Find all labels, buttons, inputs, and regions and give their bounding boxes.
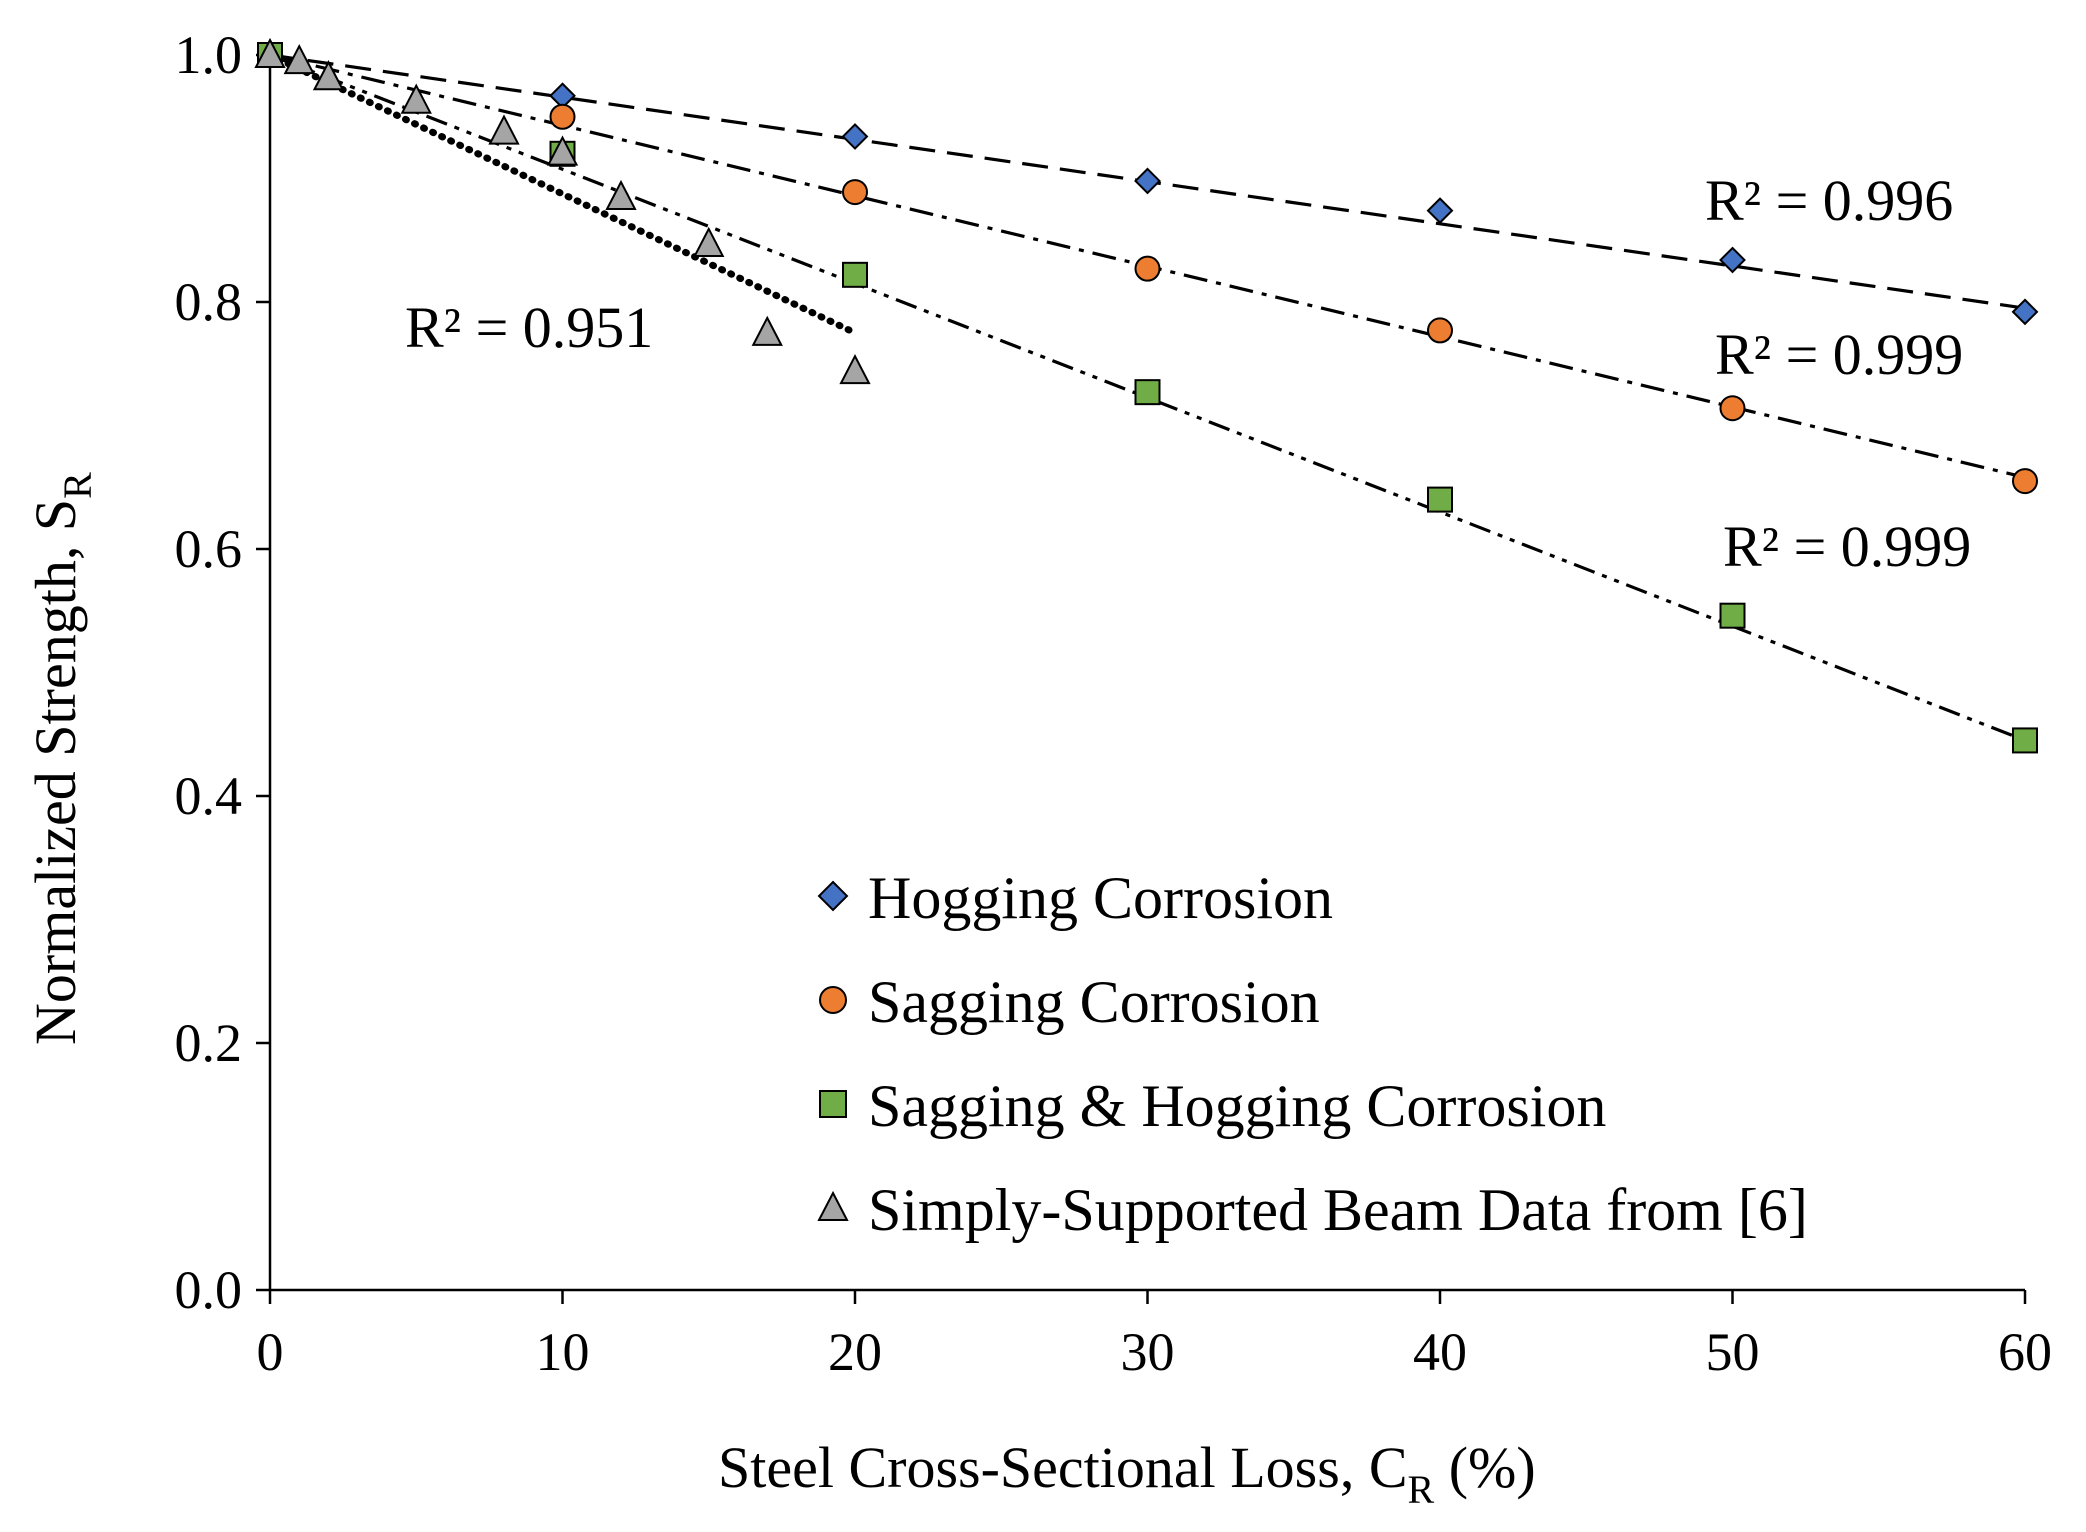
- y-axis-title-main: Normalized Strength, S: [23, 499, 88, 1045]
- r2-label-hogging: R² = 0.996: [1705, 168, 1953, 233]
- data-point-simply-supported: [400, 83, 432, 114]
- data-point-sagging-hogging: [1719, 602, 1746, 629]
- r2-label-sagging-hogging: R² = 0.999: [1723, 514, 1971, 579]
- data-point-simply-supported: [312, 60, 345, 91]
- data-point-hogging: [2011, 298, 2039, 326]
- r2-label-simply-supported: R² = 0.951: [405, 295, 653, 360]
- data-point-sagging-hogging: [1427, 486, 1453, 513]
- x-axis-title-subscript: R: [1408, 1467, 1435, 1512]
- x-tick-label: 30: [1121, 1322, 1175, 1382]
- x-tick-label: 40: [1413, 1322, 1467, 1382]
- y-tick-label: 0.0: [175, 1260, 243, 1320]
- x-tick-label: 60: [1998, 1322, 2052, 1382]
- y-tick-label: 0.8: [175, 272, 243, 332]
- legend-label-hogging: Hogging Corrosion: [868, 865, 1333, 931]
- data-point-sagging: [2012, 468, 2038, 495]
- data-point-simply-supported: [546, 135, 579, 166]
- y-axis-title: Normalized Strength, SR: [23, 472, 100, 1045]
- data-point-sagging: [1427, 317, 1453, 344]
- legend-label-simply-supported: Simply-Supported Beam Data from [6]: [868, 1177, 1808, 1243]
- x-tick-label: 50: [1706, 1322, 1760, 1382]
- legend-label-sagging: Sagging Corrosion: [868, 969, 1320, 1035]
- data-point-sagging: [549, 103, 576, 130]
- x-tick-label: 0: [257, 1322, 284, 1382]
- legend-marker-hogging: [817, 880, 849, 912]
- data-point-simply-supported: [693, 226, 725, 257]
- data-point-hogging: [841, 123, 869, 150]
- y-tick-label: 1.0: [175, 25, 243, 85]
- legend-marker-simply-supported: [817, 1190, 849, 1221]
- x-ticks: 0 10 20 30 40 50 60: [257, 1290, 2052, 1382]
- legend-marker-sagging: [819, 986, 847, 1014]
- data-point-sagging-hogging: [2012, 727, 2038, 754]
- y-ticks: 0.0 0.2 0.4 0.6 0.8 1.0: [175, 25, 270, 1320]
- x-axis-title: Steel Cross-Sectional Loss, CR (%): [718, 1435, 1536, 1512]
- legend-item-sagging: Sagging Corrosion: [819, 969, 1320, 1035]
- x-tick-label: 20: [828, 1322, 882, 1382]
- data-point-hogging: [1719, 246, 1746, 274]
- legend-label-sagging-hogging: Sagging & Hogging Corrosion: [868, 1073, 1606, 1139]
- data-point-simply-supported: [283, 44, 315, 75]
- y-tick-label: 0.6: [175, 519, 243, 579]
- data-point-hogging: [1426, 197, 1454, 225]
- legend-item-simply-supported: Simply-Supported Beam Data from [6]: [817, 1177, 1808, 1243]
- y-axis-title-subscript: R: [55, 472, 100, 499]
- r2-label-sagging: R² = 0.999: [1715, 322, 1963, 387]
- data-point-hogging: [1134, 167, 1161, 195]
- x-axis-title-main: Steel Cross-Sectional Loss, C: [718, 1435, 1408, 1500]
- data-point-sagging: [842, 179, 868, 206]
- data-markers: [254, 37, 2039, 754]
- data-point-simply-supported: [254, 37, 286, 68]
- legend: Hogging Corrosion Sagging Corrosion Sagg…: [817, 865, 1808, 1243]
- data-point-simply-supported: [605, 179, 637, 211]
- data-point-sagging: [1719, 395, 1746, 422]
- data-point-simply-supported: [751, 315, 783, 346]
- data-point-simply-supported: [839, 353, 871, 385]
- data-point-sagging-hogging: [842, 261, 868, 288]
- data-point-simply-supported: [488, 114, 520, 145]
- data-point-sagging-hogging: [1134, 379, 1161, 406]
- legend-marker-sagging-hogging: [819, 1090, 847, 1118]
- y-tick-label: 0.2: [175, 1013, 243, 1073]
- trendline-simply-supported: [266, 51, 859, 337]
- y-tick-label: 0.4: [175, 766, 243, 826]
- legend-item-hogging: Hogging Corrosion: [817, 865, 1333, 931]
- x-axis-title-suffix: (%): [1434, 1435, 1535, 1500]
- data-point-sagging: [1134, 255, 1161, 282]
- x-tick-label: 10: [536, 1322, 590, 1382]
- legend-item-sagging-hogging: Sagging & Hogging Corrosion: [819, 1073, 1606, 1139]
